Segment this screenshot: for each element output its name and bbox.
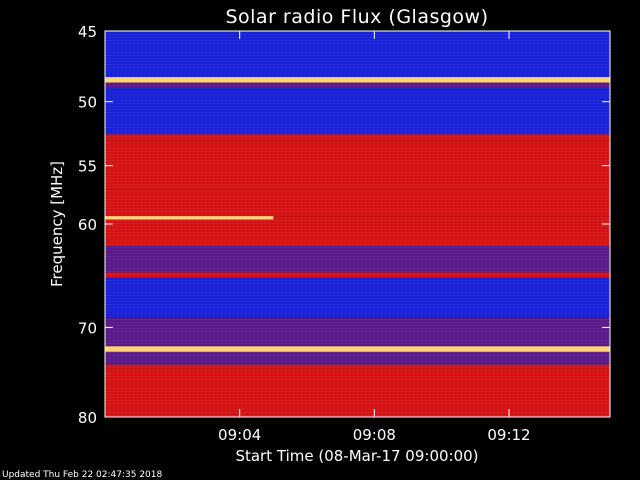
y-tick-label-60: 60 — [78, 216, 97, 234]
y-tick-label-45: 45 — [78, 23, 97, 41]
y-tick-label-80: 80 — [78, 409, 97, 427]
x-tick-label-0908: 09:08 — [353, 426, 396, 444]
chart-title: Solar radio Flux (Glasgow) — [225, 6, 488, 28]
spectrogram-plot-area — [105, 31, 610, 417]
y-axis: 45 50 55 60 70 80 — [78, 23, 610, 427]
x-axis-label: Start Time (08-Mar-17 09:00:00) — [235, 447, 478, 465]
spectrogram-texture — [105, 31, 610, 417]
x-tick-label-0912: 09:12 — [487, 426, 530, 444]
updated-timestamp: Updated Thu Feb 22 02:47:35 2018 — [2, 470, 163, 480]
x-tick-label-0904: 09:04 — [218, 426, 261, 444]
x-axis: 09:04 09:08 09:12 — [218, 31, 531, 444]
y-axis-label: Frequency [MHz] — [48, 161, 66, 287]
y-tick-label-55: 55 — [78, 158, 97, 176]
y-tick-label-70: 70 — [78, 319, 97, 337]
y-tick-label-50: 50 — [78, 94, 97, 112]
